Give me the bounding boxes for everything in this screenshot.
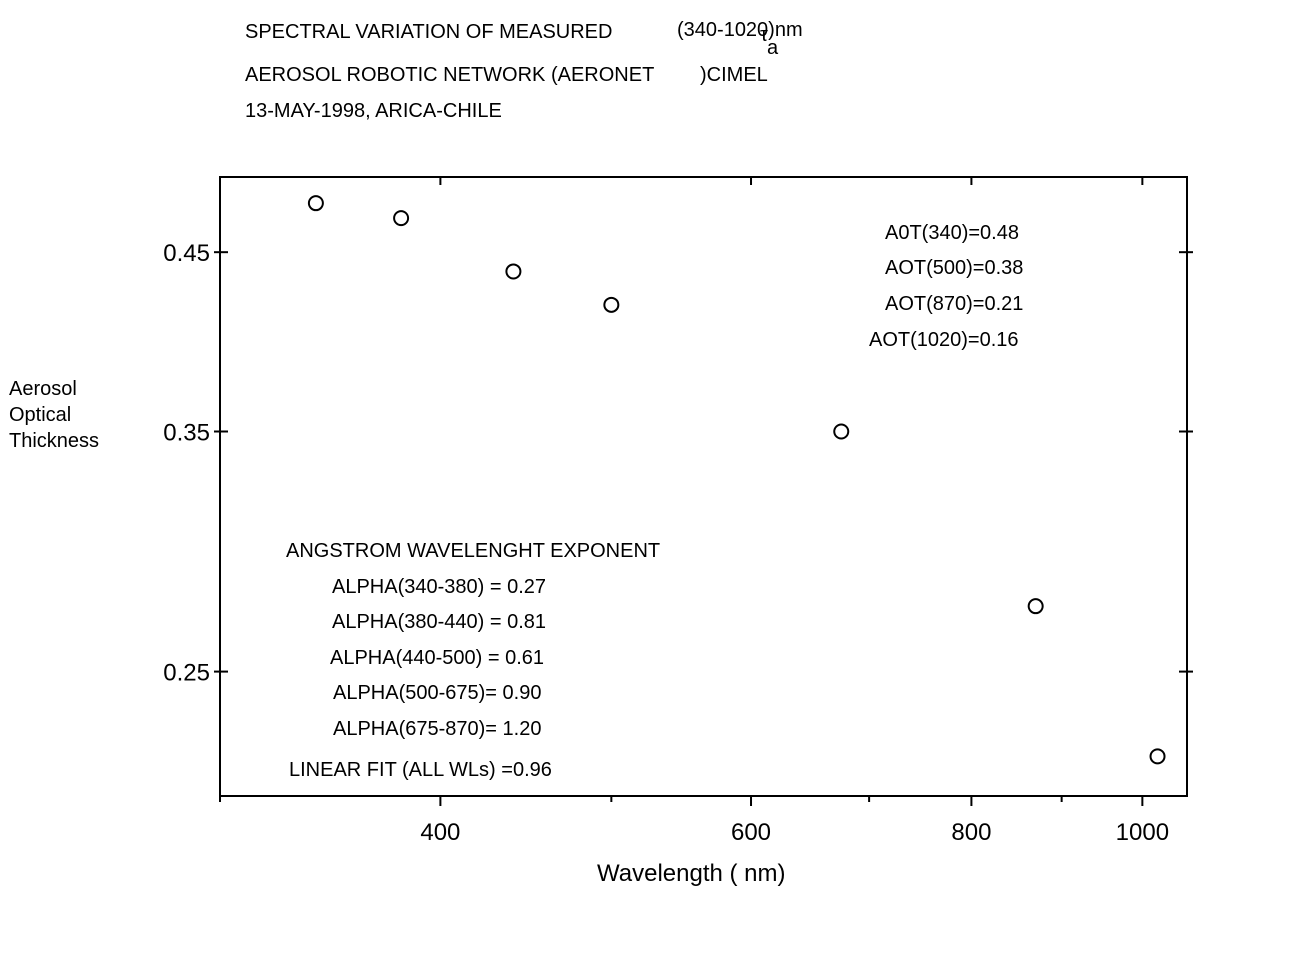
angstrom-line-5: ALPHA(675-870)= 1.20	[333, 718, 542, 740]
data-point-340	[307, 195, 324, 212]
header-tau-subscript: a	[767, 37, 779, 59]
x-ticks: 400 600 800 1000	[219, 177, 1169, 846]
aot-line-2: AOT(500)=0.38	[885, 257, 1024, 279]
data-point-870	[1027, 598, 1044, 615]
header-line2: AEROSOL ROBOTIC NETWORK (AERONET	[245, 64, 655, 86]
data-point-675	[833, 423, 850, 440]
header-line1-range: (340-1020)nm	[677, 20, 803, 40]
data-point-440	[505, 263, 522, 280]
angstrom-line-2: ALPHA(380-440) = 0.81	[332, 611, 547, 633]
y-ticks: 0.45 0.35 0.25	[163, 240, 1193, 687]
header-line3: 13-MAY-1998, ARICA-CHILE	[245, 100, 502, 122]
data-point-1020	[1149, 748, 1166, 765]
y-axis-label-3: Thickness	[9, 430, 100, 452]
data-point-500	[603, 296, 620, 313]
data-points	[307, 195, 1166, 765]
angstrom-fit: LINEAR FIT (ALL WLs) =0.96	[289, 759, 552, 781]
header-tau-symbol: τ	[760, 24, 768, 46]
angstrom-title: ANGSTROM WAVELENGHT EXPONENT	[286, 540, 661, 562]
header-range-text: (340-1020)nm	[677, 19, 803, 41]
y-tick-label-0.45: 0.45	[163, 240, 210, 267]
y-tick-label-0.35: 0.35	[163, 420, 210, 447]
x-tick-label-400: 400	[420, 819, 460, 846]
y-axis-label-1: Aerosol	[9, 378, 77, 400]
x-tick-label-1000: 1000	[1116, 819, 1169, 846]
angstrom-line-3: ALPHA(440-500) = 0.61	[330, 647, 545, 669]
y-tick-label-0.25: 0.25	[163, 660, 210, 687]
y-axis-label-2: Optical	[9, 404, 72, 426]
angstrom-line-1: ALPHA(340-380) = 0.27	[332, 576, 547, 598]
aot-line-3: AOT(870)=0.21	[885, 293, 1024, 315]
x-tick-label-600: 600	[731, 819, 771, 846]
aot-line-4: AOT(1020)=0.16	[869, 329, 1019, 351]
angstrom-line-4: ALPHA(500-675)= 0.90	[333, 682, 542, 704]
data-point-380	[393, 210, 410, 227]
x-tick-label-800: 800	[951, 819, 991, 846]
header-line2-end: )CIMEL	[700, 64, 768, 86]
header-line1: SPECTRAL VARIATION OF MEASURED	[245, 22, 612, 42]
x-axis-label: Wavelength ( nm)	[597, 860, 786, 887]
aot-line-1: A0T(340)=0.48	[885, 222, 1019, 244]
header-line1-text: SPECTRAL VARIATION OF MEASURED	[245, 21, 613, 43]
plot-frame	[219, 176, 1188, 797]
